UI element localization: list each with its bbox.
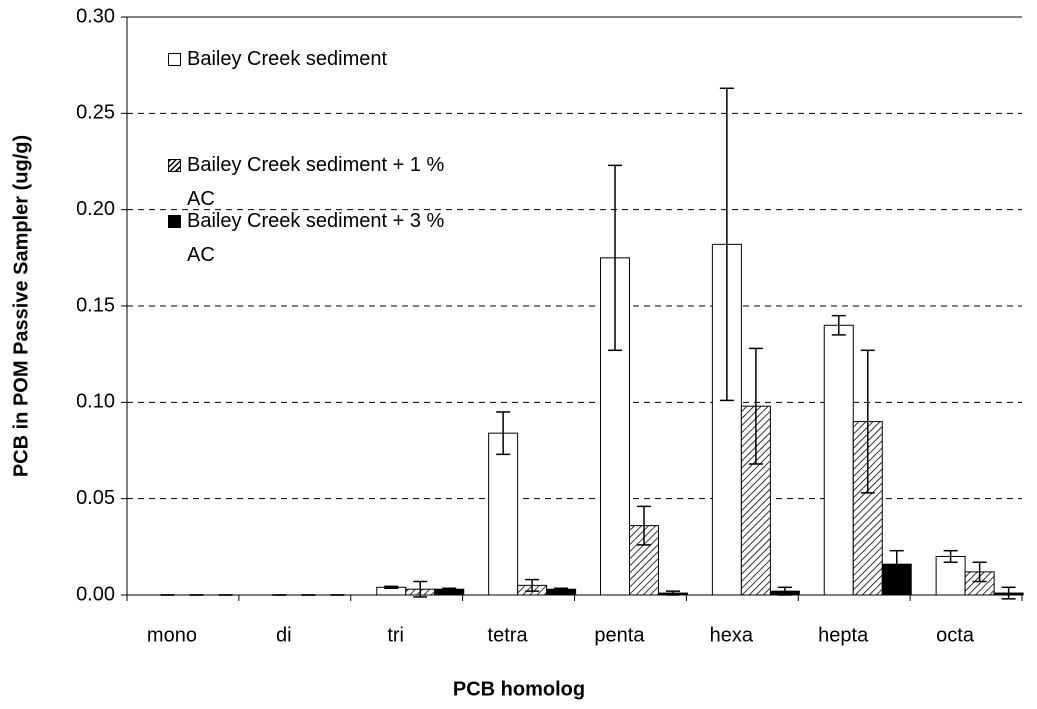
error-bar xyxy=(889,549,904,579)
x-tick-label: hepta xyxy=(818,624,869,646)
error-bar xyxy=(1001,586,1016,600)
error-bar xyxy=(666,590,680,596)
error-bar xyxy=(777,586,792,596)
legend-label: Bailey Creek sediment + 3 % AC xyxy=(187,210,445,266)
error-bar xyxy=(525,578,540,592)
error-bar xyxy=(860,349,875,494)
legend-swatch xyxy=(168,215,181,228)
x-axis-title: PCB homolog xyxy=(453,678,585,700)
y-tick-label: 0.00 xyxy=(76,583,115,605)
legend-label: Bailey Creek sediment xyxy=(187,48,388,70)
error-bar xyxy=(413,580,428,598)
error-bar xyxy=(608,164,622,352)
legend-swatch xyxy=(168,53,181,66)
legend-swatch xyxy=(168,159,181,172)
y-axis-title: PCB in POM Passive Sampler (ug/g) xyxy=(10,135,32,477)
x-tick-label: tri xyxy=(387,624,404,646)
error-bar xyxy=(496,411,511,456)
x-tick-label: octa xyxy=(936,624,975,646)
legend-item: Bailey Creek sediment + 3 % AC xyxy=(168,204,457,272)
x-tick-label: di xyxy=(276,624,292,646)
error-bar xyxy=(554,587,569,591)
error-bar xyxy=(972,561,987,583)
x-tick-label: hexa xyxy=(710,624,754,646)
legend-item: Bailey Creek sediment + 1 % AC xyxy=(168,148,457,216)
x-tick-label: mono xyxy=(147,624,197,646)
legend-label: Bailey Creek sediment + 1 % AC xyxy=(187,154,445,210)
y-tick-label: 0.10 xyxy=(76,391,115,413)
error-bar xyxy=(748,347,763,465)
x-tick-label: tetra xyxy=(488,624,529,646)
error-bar xyxy=(384,585,399,590)
y-tick-label: 0.15 xyxy=(76,294,115,316)
error-bar xyxy=(637,505,651,546)
error-bar xyxy=(719,87,734,402)
x-tick-label: penta xyxy=(594,624,645,646)
bar xyxy=(823,324,854,596)
error-bar xyxy=(943,549,958,563)
y-tick-label: 0.20 xyxy=(76,198,115,220)
y-tick-label: 0.05 xyxy=(76,487,115,509)
error-bar xyxy=(831,314,846,336)
error-bar xyxy=(442,587,457,591)
y-tick-label: 0.30 xyxy=(76,5,115,27)
legend-item: Bailey Creek sediment xyxy=(168,42,457,76)
y-tick-label: 0.25 xyxy=(76,102,115,124)
bar xyxy=(488,432,519,596)
